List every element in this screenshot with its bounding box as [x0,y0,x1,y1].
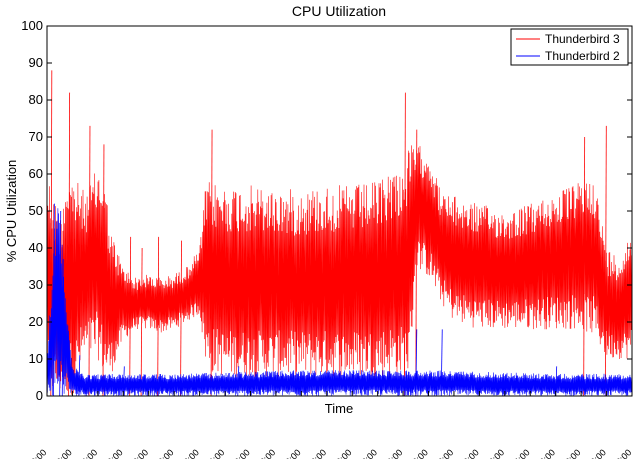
x-tick-label: 10:00 [153,447,176,459]
y-tick-label: 50 [29,203,43,218]
y-tick-label: 0 [36,388,43,403]
x-tick-label: 06:00 [102,447,125,459]
x-tick-label: 12:00 [483,447,506,459]
series-spike [403,92,406,397]
x-tick-label: 18:00 [254,447,277,459]
series-spike [88,125,91,397]
x-tick-label: 00:00 [25,447,48,459]
y-tick-label: 80 [29,92,43,107]
legend-box [510,28,629,66]
x-axis: 00:00 02:00 04:00 06:00 08:00 10:00 12:00 14:00… [25,391,633,459]
y-tick-label: 30 [29,277,43,292]
y-axis-label: % CPU Utilization [4,160,19,263]
x-tick-label: 14:00 [203,447,226,459]
series-spike [604,125,607,397]
series-spike [78,355,81,397]
x-tick-label: 10:00 [458,447,481,459]
x-tick-label: 20:00 [280,447,303,459]
y-tick-label: 70 [29,129,43,144]
series-spike [52,203,55,397]
x-tick-label: 16:00 [534,447,557,459]
x-tick-label: 02:00 [356,447,379,459]
y-tick-label: 20 [29,314,43,329]
y-tick-label: 90 [29,55,43,70]
series-spike [129,236,132,397]
x-tick-label: 22:00 [610,447,633,459]
series-spike [59,210,62,397]
series-spike [415,129,418,397]
x-tick-label: 04:00 [381,447,404,459]
x-tick-label: 04:00 [76,447,99,459]
series-spike [180,240,182,397]
x-tick-label: 18:00 [560,447,583,459]
series-spike [102,144,105,397]
y-tick-label: 100 [21,18,43,33]
plot-area [46,70,633,397]
series-spike [237,366,240,397]
x-tick-label: 08:00 [432,447,455,459]
series-spike [415,329,418,397]
legend-label-thunderbird-3: Thunderbird 3 [545,32,620,46]
x-tick-label: 12:00 [178,447,201,459]
y-tick-label: 10 [29,351,43,366]
x-tick-label: 14:00 [509,447,532,459]
x-tick-label: 16:00 [229,447,252,459]
y-tick-label: 60 [29,166,43,181]
chart-title: CPU Utilization [292,3,386,19]
x-tick-label: 22:00 [305,447,328,459]
series-spike [210,129,213,397]
legend-label-thunderbird-2: Thunderbird 2 [545,49,620,63]
series-spike [140,247,143,397]
x-tick-label: 06:00 [407,447,430,459]
series-line-thunderbird-2 [46,208,633,397]
legend: Thunderbird 3 Thunderbird 2 [510,28,629,66]
y-tick-label: 40 [29,240,43,255]
x-tick-label: 20:00 [585,447,608,459]
series-spike [583,136,586,397]
x-tick-label: 02:00 [51,447,74,459]
series-line-thunderbird-3 [46,145,633,395]
series-layer [46,70,633,397]
x-axis-label: Time [325,401,353,416]
x-tick-label: 08:00 [127,447,150,459]
y-axis: 0 10 20 30 40 50 60 70 80 90 100 [21,18,632,403]
series-spike [61,259,64,397]
series-spike [157,236,160,397]
x-tick-label: 00:00 [331,447,354,459]
series-spike [440,329,443,397]
